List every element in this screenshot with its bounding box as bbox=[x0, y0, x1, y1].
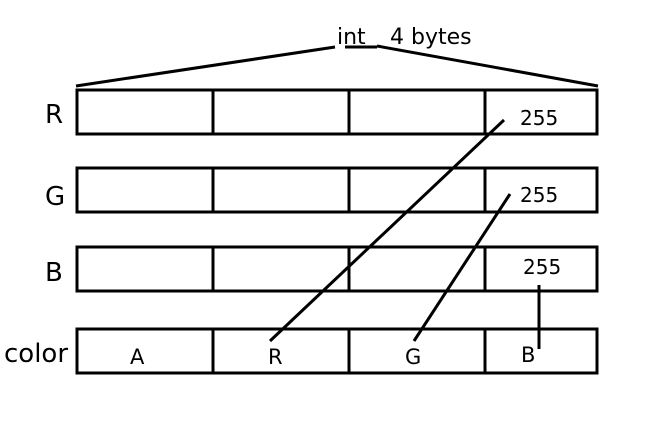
color-row-cells bbox=[75, 327, 599, 375]
channel-label-a: A bbox=[130, 345, 145, 369]
map-line-r bbox=[268, 118, 506, 343]
row-label-color: color bbox=[4, 339, 68, 369]
row-label-g: G bbox=[45, 182, 65, 212]
cell-r-value: 255 bbox=[520, 106, 558, 130]
cell-b-byte-3 bbox=[483, 245, 599, 293]
cell-r-byte-2 bbox=[347, 88, 487, 136]
cell-r-byte-1 bbox=[211, 88, 351, 136]
brace-right-line bbox=[376, 44, 599, 88]
row-label-b: B bbox=[45, 258, 63, 288]
map-line-g bbox=[412, 193, 512, 342]
cell-b-value: 255 bbox=[523, 255, 561, 279]
cell-b-byte-0 bbox=[75, 245, 215, 293]
cell-g-byte-1 bbox=[211, 166, 351, 214]
color-cell-a bbox=[75, 327, 215, 375]
row-g-cells bbox=[75, 166, 599, 214]
size-label: 4 bytes bbox=[390, 25, 472, 50]
cell-r-byte-3 bbox=[483, 88, 599, 136]
channel-label-b: B bbox=[521, 343, 535, 367]
cell-b-byte-2 bbox=[347, 245, 487, 293]
cell-g-value: 255 bbox=[520, 183, 558, 207]
cell-r-byte-0 bbox=[75, 88, 215, 136]
color-cell-b bbox=[483, 327, 599, 375]
channel-label-g: G bbox=[405, 345, 421, 369]
cell-g-byte-0 bbox=[75, 166, 215, 214]
brace-left-line bbox=[75, 45, 336, 88]
row-r-cells bbox=[75, 88, 599, 136]
channel-label-r: R bbox=[268, 345, 283, 369]
row-label-r: R bbox=[45, 100, 63, 130]
cell-g-byte-2 bbox=[347, 166, 487, 214]
row-b-cells bbox=[75, 245, 599, 293]
cell-b-byte-1 bbox=[211, 245, 351, 293]
type-label: int bbox=[337, 25, 366, 50]
